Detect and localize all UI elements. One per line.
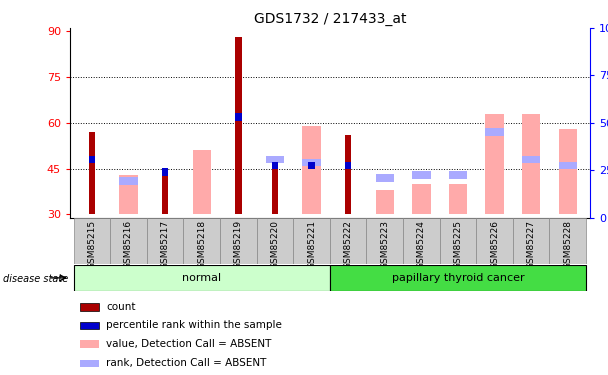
Bar — [89, 156, 95, 163]
Bar — [522, 156, 541, 163]
Bar — [485, 114, 504, 214]
Bar — [403, 217, 440, 264]
Text: count: count — [106, 302, 136, 312]
Text: rank, Detection Call = ABSENT: rank, Detection Call = ABSENT — [106, 358, 267, 368]
Text: GSM85224: GSM85224 — [417, 220, 426, 269]
Bar — [559, 129, 577, 214]
Text: GSM85220: GSM85220 — [271, 220, 280, 269]
Bar — [80, 340, 98, 348]
Text: GSM85216: GSM85216 — [124, 220, 133, 269]
Bar — [449, 184, 467, 214]
Bar — [110, 217, 147, 264]
Text: normal: normal — [182, 273, 221, 283]
Bar — [184, 217, 220, 264]
Bar — [147, 217, 184, 264]
Bar — [550, 217, 586, 264]
Bar — [293, 217, 330, 264]
Bar — [345, 135, 351, 214]
Bar — [257, 217, 293, 264]
Bar — [162, 172, 168, 214]
Bar — [193, 150, 211, 214]
Bar — [302, 159, 320, 166]
Bar — [220, 217, 257, 264]
Text: GSM85221: GSM85221 — [307, 220, 316, 269]
Text: GSM85228: GSM85228 — [563, 220, 572, 269]
Text: GSM85227: GSM85227 — [527, 220, 536, 269]
Text: GSM85226: GSM85226 — [490, 220, 499, 269]
Text: GSM85223: GSM85223 — [380, 220, 389, 269]
Bar — [308, 162, 315, 170]
Bar — [74, 265, 330, 291]
Bar — [522, 114, 541, 214]
Bar — [376, 190, 394, 214]
Bar — [272, 162, 278, 170]
Bar — [119, 175, 137, 214]
Text: GSM85222: GSM85222 — [344, 220, 353, 269]
Text: GSM85218: GSM85218 — [197, 220, 206, 269]
Bar — [513, 217, 550, 264]
Bar — [485, 128, 504, 136]
Bar — [330, 217, 367, 264]
Text: GSM85217: GSM85217 — [161, 220, 170, 269]
Bar — [449, 171, 467, 178]
Bar — [330, 265, 586, 291]
Text: GSM85225: GSM85225 — [454, 220, 463, 269]
Text: percentile rank within the sample: percentile rank within the sample — [106, 320, 282, 330]
Bar — [119, 177, 137, 184]
Bar — [272, 169, 278, 214]
Bar — [266, 156, 284, 163]
Bar — [412, 184, 430, 214]
Text: GSM85215: GSM85215 — [88, 220, 97, 269]
Title: GDS1732 / 217433_at: GDS1732 / 217433_at — [254, 12, 406, 26]
Bar — [74, 217, 110, 264]
Text: value, Detection Call = ABSENT: value, Detection Call = ABSENT — [106, 339, 272, 349]
Bar — [345, 162, 351, 170]
Bar — [235, 113, 241, 120]
Text: papillary thyroid cancer: papillary thyroid cancer — [392, 273, 524, 283]
Bar — [559, 162, 577, 170]
Text: GSM85219: GSM85219 — [234, 220, 243, 269]
Bar — [376, 174, 394, 182]
Bar — [302, 126, 320, 214]
Bar — [80, 322, 98, 329]
Bar — [476, 217, 513, 264]
Text: disease state: disease state — [3, 274, 68, 284]
Bar — [440, 217, 476, 264]
Bar — [89, 132, 95, 214]
Bar — [367, 217, 403, 264]
Bar — [80, 360, 98, 367]
Bar — [235, 37, 241, 214]
Bar — [162, 168, 168, 176]
Bar — [412, 171, 430, 178]
Bar — [80, 303, 98, 310]
